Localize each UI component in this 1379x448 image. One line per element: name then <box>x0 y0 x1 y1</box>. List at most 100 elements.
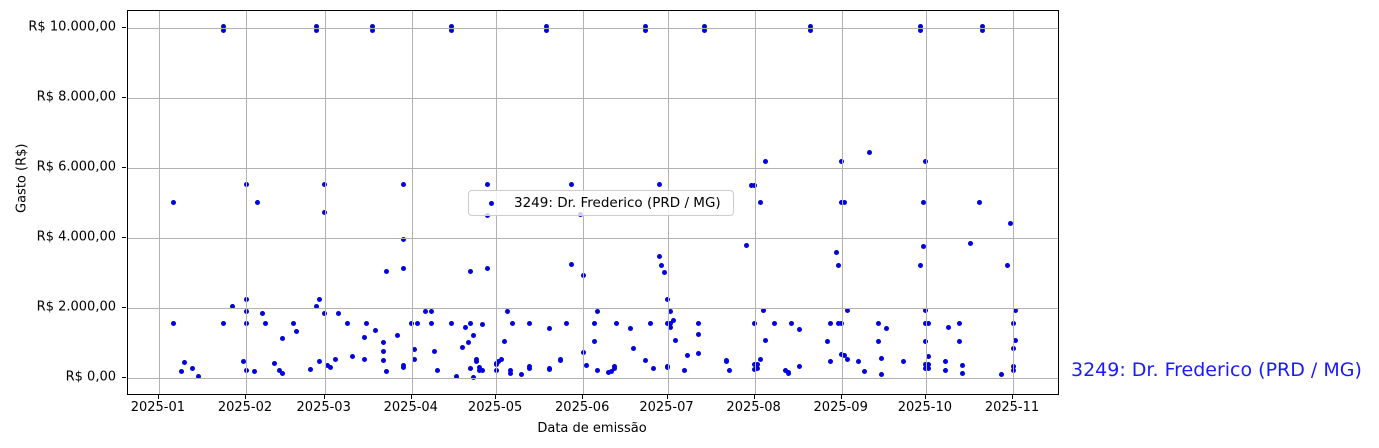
data-point <box>957 339 963 344</box>
data-point <box>547 326 552 332</box>
legend-marker-dot <box>489 200 494 206</box>
x-tick-mark <box>1012 395 1013 399</box>
data-point <box>459 344 465 350</box>
data-point <box>336 311 342 317</box>
data-point <box>454 374 460 380</box>
data-point <box>414 321 420 327</box>
data-point <box>479 368 485 374</box>
data-point <box>662 270 668 276</box>
data-point <box>412 347 418 353</box>
data-point <box>381 340 387 346</box>
data-point <box>878 372 884 378</box>
grid-line-horizontal <box>128 168 1058 169</box>
data-point <box>485 265 491 271</box>
data-point <box>170 199 176 205</box>
grid-line-vertical <box>411 11 413 394</box>
x-axis-title: Data de emissão <box>537 421 647 436</box>
data-point <box>754 366 760 372</box>
grid-line-vertical <box>246 11 247 394</box>
series-end-label: 3249: Dr. Frederico (PRD / MG) <box>1071 359 1362 381</box>
data-point <box>518 372 524 378</box>
data-point <box>979 27 985 33</box>
data-point <box>591 321 597 327</box>
x-tick-mark <box>666 395 668 399</box>
x-tick-mark <box>495 395 497 399</box>
data-point <box>943 368 949 374</box>
data-point <box>783 368 788 374</box>
grid-line-vertical <box>841 11 843 394</box>
y-tick-mark <box>122 27 126 29</box>
x-tick-mark <box>323 395 325 399</box>
data-point <box>763 338 769 344</box>
data-point <box>656 182 662 188</box>
data-point <box>594 308 600 314</box>
data-point <box>594 368 600 374</box>
data-point <box>842 200 847 206</box>
data-point <box>547 367 552 373</box>
data-point <box>384 269 389 275</box>
grid-line-vertical <box>324 11 326 394</box>
data-point <box>502 339 507 344</box>
data-point <box>431 349 437 355</box>
data-point <box>650 366 656 372</box>
data-point <box>251 369 257 375</box>
data-point <box>760 308 766 314</box>
data-point <box>757 199 763 205</box>
data-point <box>280 336 285 342</box>
x-tick-label: 2025-06 <box>555 400 610 415</box>
x-tick-mark <box>924 395 926 399</box>
data-point <box>656 253 662 259</box>
data-point <box>642 27 648 33</box>
data-point <box>797 363 802 369</box>
data-point <box>659 263 665 269</box>
data-point <box>844 308 850 314</box>
data-point <box>926 321 932 327</box>
data-point <box>808 24 814 30</box>
data-point <box>856 359 861 365</box>
data-point <box>485 181 491 187</box>
data-point <box>400 265 406 271</box>
data-point <box>667 324 673 330</box>
data-point <box>960 371 965 377</box>
y-tick-label: R$ 10.000,00 <box>28 19 116 35</box>
data-point <box>229 303 235 309</box>
data-point <box>797 326 802 332</box>
grid-line-horizontal <box>128 28 1058 30</box>
data-point <box>325 363 330 369</box>
data-point <box>544 24 550 30</box>
x-tick-mark <box>157 395 159 399</box>
data-point <box>867 150 873 156</box>
x-tick-label: 2025-09 <box>813 400 868 415</box>
data-point <box>926 361 932 367</box>
data-point <box>695 351 701 357</box>
data-point <box>667 321 673 327</box>
data-point <box>544 27 550 33</box>
data-point <box>170 321 176 327</box>
data-point <box>400 182 406 188</box>
y-tick-label: R$ 0,00 <box>65 369 116 385</box>
data-point <box>999 372 1005 378</box>
data-point <box>917 24 923 30</box>
data-point <box>957 321 963 327</box>
y-tick-mark <box>122 97 126 99</box>
data-point <box>527 364 533 370</box>
grid-line-vertical <box>1013 11 1014 394</box>
data-point <box>648 321 654 327</box>
data-point <box>313 24 319 30</box>
data-point <box>614 321 620 327</box>
data-point <box>901 358 906 364</box>
data-point <box>369 24 375 30</box>
y-tick-label: R$ 4.000,00 <box>36 229 116 245</box>
data-point <box>926 354 932 360</box>
data-point <box>836 321 842 327</box>
data-point <box>608 369 614 375</box>
data-point <box>372 327 378 333</box>
data-point <box>1013 338 1019 344</box>
data-point <box>434 368 440 374</box>
plot-area: 3249: Dr. Frederico (PRD / MG) <box>127 10 1059 395</box>
data-point <box>499 357 505 363</box>
x-tick-label: 2025-02 <box>217 400 273 415</box>
data-point <box>875 320 881 326</box>
data-point <box>606 370 611 376</box>
